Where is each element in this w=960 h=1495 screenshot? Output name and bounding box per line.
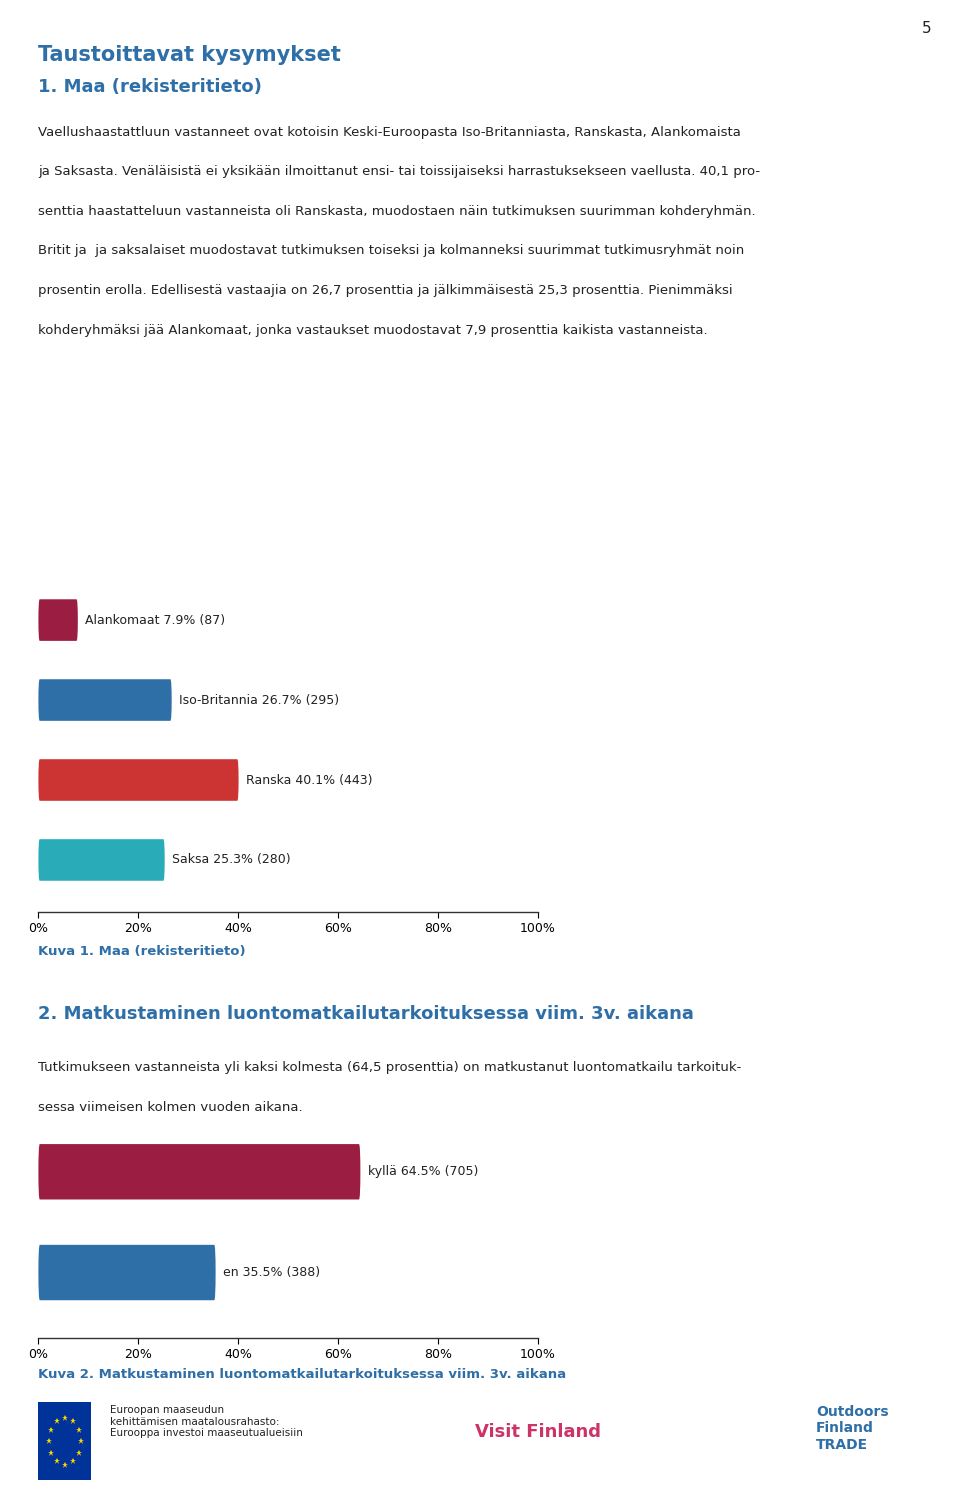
FancyBboxPatch shape bbox=[38, 679, 172, 721]
Text: prosentin erolla. Edellisestä vastaajia on 26,7 prosenttia ja jälkimmäisestä 25,: prosentin erolla. Edellisestä vastaajia … bbox=[38, 284, 733, 298]
FancyBboxPatch shape bbox=[38, 599, 78, 641]
Text: Vaellushaastattluun vastanneet ovat kotoisin Keski-Euroopasta Iso-Britanniasta, : Vaellushaastattluun vastanneet ovat koto… bbox=[38, 126, 741, 139]
Text: Tutkimukseen vastanneista yli kaksi kolmesta (64,5 prosenttia) on matkustanut lu: Tutkimukseen vastanneista yli kaksi kolm… bbox=[38, 1061, 742, 1075]
Text: ja Saksasta. Venäläisistä ei yksikään ilmoittanut ensi- tai toissijaiseksi harra: ja Saksasta. Venäläisistä ei yksikään il… bbox=[38, 166, 760, 178]
Text: 5: 5 bbox=[922, 21, 931, 36]
Text: en 35.5% (388): en 35.5% (388) bbox=[223, 1266, 321, 1280]
Text: Ranska 40.1% (443): Ranska 40.1% (443) bbox=[246, 773, 372, 786]
Text: kohderyhmäksi jää Alankomaat, jonka vastaukset muodostavat 7,9 prosenttia kaikis: kohderyhmäksi jää Alankomaat, jonka vast… bbox=[38, 323, 708, 336]
Text: 1. Maa (rekisteritieto): 1. Maa (rekisteritieto) bbox=[38, 78, 262, 96]
FancyBboxPatch shape bbox=[38, 1144, 360, 1199]
Text: Saksa 25.3% (280): Saksa 25.3% (280) bbox=[172, 854, 291, 867]
Text: Euroopan maaseudun
kehittämisen maatalousrahasto:
Eurooppa investoi maaseutualue: Euroopan maaseudun kehittämisen maatalou… bbox=[110, 1405, 303, 1438]
Text: sessa viimeisen kolmen vuoden aikana.: sessa viimeisen kolmen vuoden aikana. bbox=[38, 1100, 303, 1114]
FancyBboxPatch shape bbox=[38, 839, 165, 881]
Text: 2. Matkustaminen luontomatkailutarkoituksessa viim. 3v. aikana: 2. Matkustaminen luontomatkailutarkoituk… bbox=[38, 1005, 694, 1023]
Text: senttia haastatteluun vastanneista oli Ranskasta, muodostaen näin tutkimuksen su: senttia haastatteluun vastanneista oli R… bbox=[38, 205, 756, 218]
Text: Outdoors
Finland
TRADE: Outdoors Finland TRADE bbox=[816, 1405, 889, 1452]
Text: Kuva 1. Maa (rekisteritieto): Kuva 1. Maa (rekisteritieto) bbox=[38, 945, 246, 958]
Text: Taustoittavat kysymykset: Taustoittavat kysymykset bbox=[38, 45, 341, 64]
Text: Alankomaat 7.9% (87): Alankomaat 7.9% (87) bbox=[85, 613, 226, 626]
Text: Britit ja  ja saksalaiset muodostavat tutkimuksen toiseksi ja kolmanneksi suurim: Britit ja ja saksalaiset muodostavat tut… bbox=[38, 244, 745, 257]
Text: kyllä 64.5% (705): kyllä 64.5% (705) bbox=[368, 1165, 478, 1178]
Text: Iso-Britannia 26.7% (295): Iso-Britannia 26.7% (295) bbox=[180, 694, 339, 707]
Text: Kuva 2. Matkustaminen luontomatkailutarkoituksessa viim. 3v. aikana: Kuva 2. Matkustaminen luontomatkailutark… bbox=[38, 1368, 566, 1381]
FancyBboxPatch shape bbox=[38, 1245, 216, 1301]
FancyBboxPatch shape bbox=[38, 759, 239, 801]
Text: Visit Finland: Visit Finland bbox=[474, 1423, 601, 1441]
